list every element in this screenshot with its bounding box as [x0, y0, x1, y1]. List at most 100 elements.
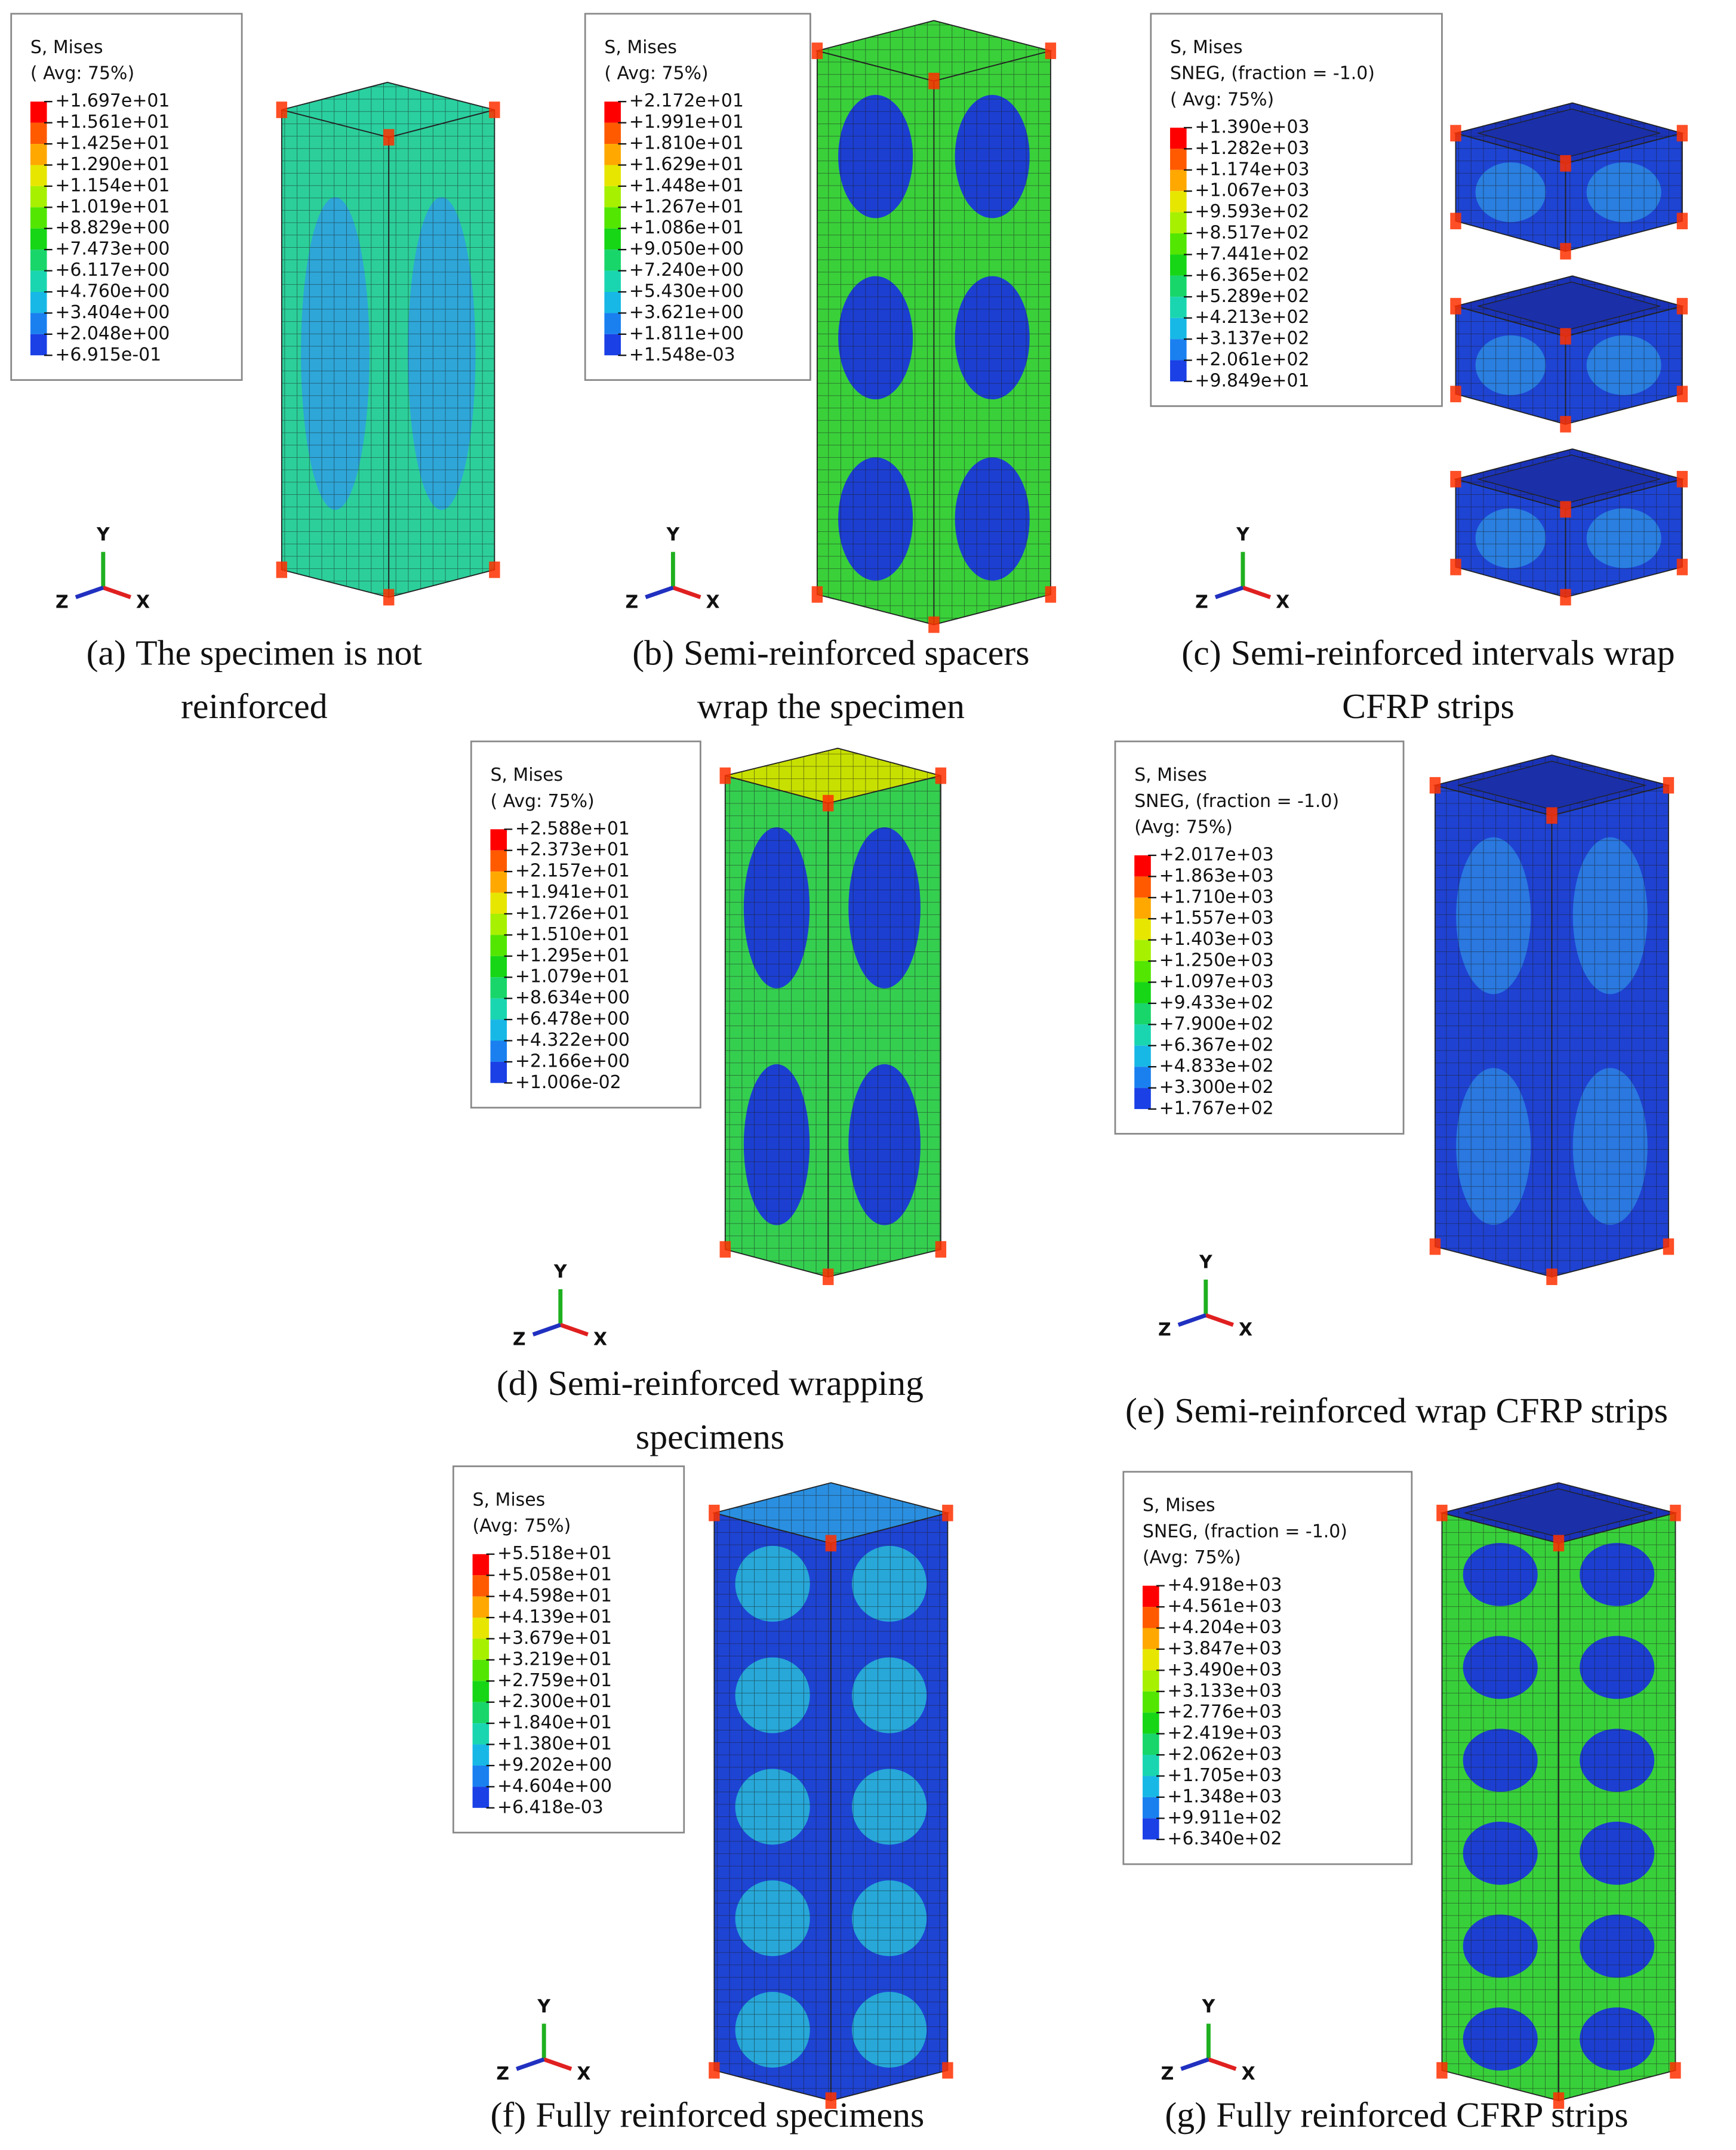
legend-value: +1.348e+03	[1167, 1786, 1282, 1807]
legend-swatch	[1143, 1628, 1159, 1649]
corner-hotspot	[1429, 777, 1441, 794]
corner-hotspot	[709, 1504, 720, 1521]
legend-value: +4.213e+02	[1195, 307, 1309, 328]
inner-wall	[1476, 108, 1661, 158]
caption-line: CFRP strips	[1342, 686, 1515, 726]
legend-value: +1.154e+01	[55, 175, 170, 196]
legend-swatch	[472, 1659, 490, 1681]
legend-swatch	[604, 270, 621, 292]
corner-hotspot	[1560, 501, 1571, 518]
legend-value: +4.204e+03	[1167, 1617, 1282, 1638]
corner-hotspot	[1560, 415, 1571, 433]
mesh-overlay	[281, 110, 389, 597]
corner-hotspot	[1450, 298, 1461, 315]
legend-value: +3.219e+01	[497, 1649, 612, 1670]
legend-swatch	[1170, 149, 1187, 170]
legend-header: ( Avg: 75%)	[490, 791, 594, 812]
legend-box	[452, 1465, 685, 1834]
legend-swatch	[472, 1786, 490, 1808]
legend-value: +3.679e+01	[497, 1628, 612, 1649]
corner-hotspot	[1450, 125, 1461, 141]
corner-hotspot	[383, 589, 395, 606]
legend-box	[1150, 13, 1443, 407]
corner-hotspot	[1676, 386, 1688, 402]
legend-swatch	[30, 334, 47, 356]
mesh-overlay	[1455, 479, 1566, 597]
mesh-overlay	[817, 20, 1051, 81]
legend-value: +3.847e+03	[1167, 1638, 1282, 1659]
legend-value: +1.710e+03	[1159, 886, 1274, 907]
axis-label-x: X	[1239, 1319, 1252, 1340]
legend-value: +4.918e+03	[1167, 1575, 1282, 1595]
legend-value: +9.050e+00	[629, 239, 744, 260]
axis-z	[645, 586, 674, 599]
legend-value: +7.900e+02	[1159, 1014, 1274, 1034]
legend-value: +1.267e+01	[629, 196, 744, 217]
legend-swatch	[604, 207, 621, 229]
legend-header: SNEG, (fraction = -1.0)	[1170, 63, 1375, 84]
caption-line: (d) Semi-reinforced wrapping	[497, 1363, 924, 1403]
legend-value: +2.157e+01	[515, 861, 630, 882]
axis-z	[1214, 586, 1244, 599]
legend-value: +2.373e+01	[515, 839, 630, 860]
legend-value: +2.172e+01	[629, 91, 744, 112]
legend-value: +1.840e+01	[497, 1712, 612, 1733]
legend-value: +1.425e+01	[55, 133, 170, 154]
caption-line: (a) The specimen is not	[87, 633, 423, 672]
mesh-overlay	[714, 1513, 831, 2101]
legend-value: +2.048e+00	[55, 323, 170, 344]
legend-value: +9.849e+01	[1195, 370, 1309, 391]
legend-value: +2.419e+03	[1167, 1723, 1282, 1744]
caption-text: Semi-reinforced intervals wrap	[1231, 633, 1675, 672]
legend-swatch	[1143, 1818, 1159, 1840]
legend-value: +1.561e+01	[55, 112, 170, 133]
legend-swatch	[1143, 1691, 1159, 1713]
legend-swatch	[604, 250, 621, 271]
legend-swatch	[1134, 940, 1151, 962]
legend-value: +1.290e+01	[55, 154, 170, 175]
axis-label-y: Y	[1199, 1252, 1212, 1273]
axis-label-x: X	[1242, 2063, 1255, 2084]
mesh-overlay	[714, 1483, 948, 1544]
legend-swatch	[30, 270, 47, 292]
legend-value: +4.833e+02	[1159, 1056, 1274, 1077]
corner-hotspot	[1436, 1504, 1448, 1521]
legend-swatch	[472, 1723, 490, 1745]
corner-hotspot	[1560, 155, 1571, 172]
axis-label-z: Z	[1195, 592, 1208, 612]
legend-swatch	[30, 313, 47, 334]
corner-hotspot	[1670, 2062, 1681, 2079]
corner-hotspot	[811, 586, 823, 603]
legend-value: +1.991e+01	[629, 112, 744, 133]
legend-swatch	[1143, 1712, 1159, 1734]
legend-swatch	[604, 228, 621, 250]
mesh-overlay	[817, 51, 934, 625]
legend-swatch	[472, 1618, 490, 1639]
corner-hotspot	[1676, 212, 1688, 230]
legend-value: +1.941e+01	[515, 882, 630, 902]
legend-value: +9.911e+02	[1167, 1807, 1282, 1828]
legend-swatch	[472, 1638, 490, 1660]
legend-swatch	[490, 1019, 507, 1041]
legend-value: +4.322e+00	[515, 1030, 630, 1051]
legend-swatch	[490, 977, 507, 999]
axis-label-z: Z	[626, 592, 639, 612]
caption-line: wrap the specimen	[697, 686, 965, 726]
corner-hotspot	[276, 101, 288, 118]
caption-text: specimens	[636, 1417, 784, 1456]
axis-z	[1180, 2057, 1209, 2071]
legend-swatch	[490, 913, 507, 935]
caption-label: (b)	[632, 633, 674, 672]
corner-hotspot	[1546, 807, 1558, 824]
legend-header: (Avg: 75%)	[1143, 1547, 1241, 1568]
corner-hotspot	[825, 1535, 837, 1552]
mesh-overlay	[1565, 133, 1682, 251]
corner-hotspot	[1663, 777, 1675, 794]
caption-text: The specimen is not	[136, 633, 422, 672]
legend-swatch	[30, 292, 47, 313]
legend-swatch	[30, 122, 47, 144]
legend-box	[10, 13, 243, 381]
legend-value: +2.300e+01	[497, 1691, 612, 1712]
